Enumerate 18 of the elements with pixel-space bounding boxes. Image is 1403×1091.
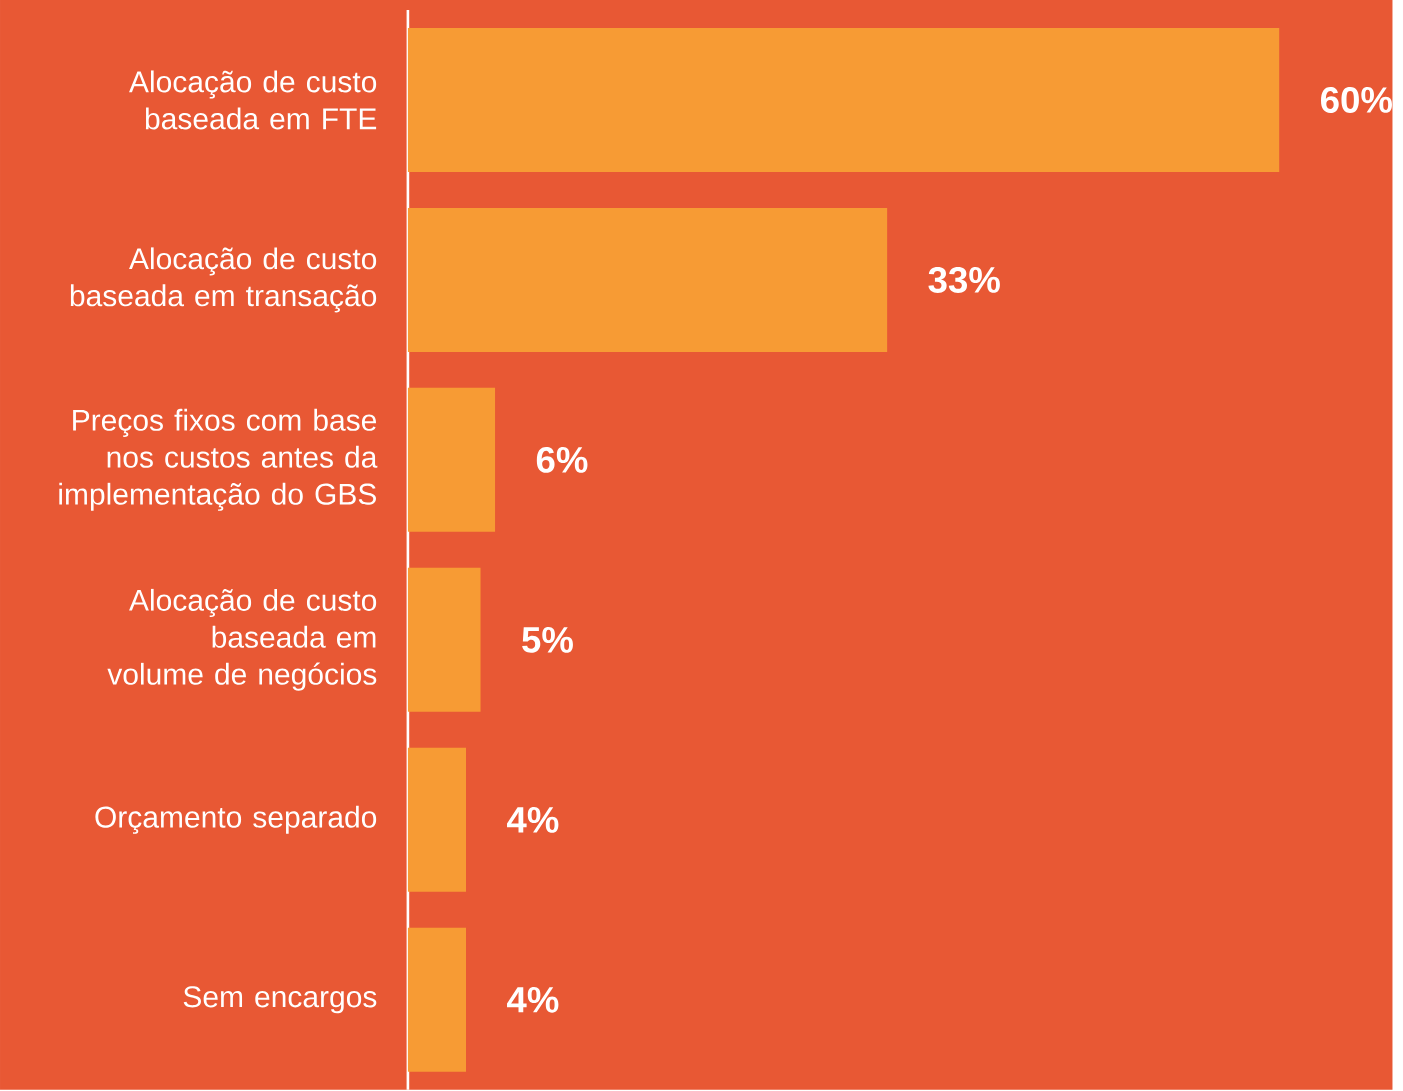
data-label: 4%: [507, 806, 559, 833]
bar: [407, 567, 481, 712]
bar: [407, 207, 888, 352]
y-tick-label: Alocação de custo baseada em transação: [70, 247, 377, 313]
data-label: 60%: [1320, 86, 1392, 113]
y-tick-label: Orçamento separado: [95, 805, 377, 834]
bar: [407, 747, 466, 892]
bar: [407, 27, 1280, 172]
y-tick-label: Alocação de custo baseada em FTE: [129, 70, 377, 130]
data-label: 33%: [928, 266, 1000, 293]
bar: [407, 387, 496, 532]
data-label: 4%: [507, 986, 559, 1013]
y-tick-label: Preços fixos com base nos custos antes da implementação do GBS: [59, 408, 378, 511]
bar: [407, 927, 466, 1072]
data-label: 6%: [536, 446, 588, 473]
data-label: 5%: [522, 626, 573, 653]
y-tick-label: Sem encargos: [183, 986, 377, 1014]
y-tick-label: Alocação de custo baseada em volume de negócios: [107, 588, 377, 691]
